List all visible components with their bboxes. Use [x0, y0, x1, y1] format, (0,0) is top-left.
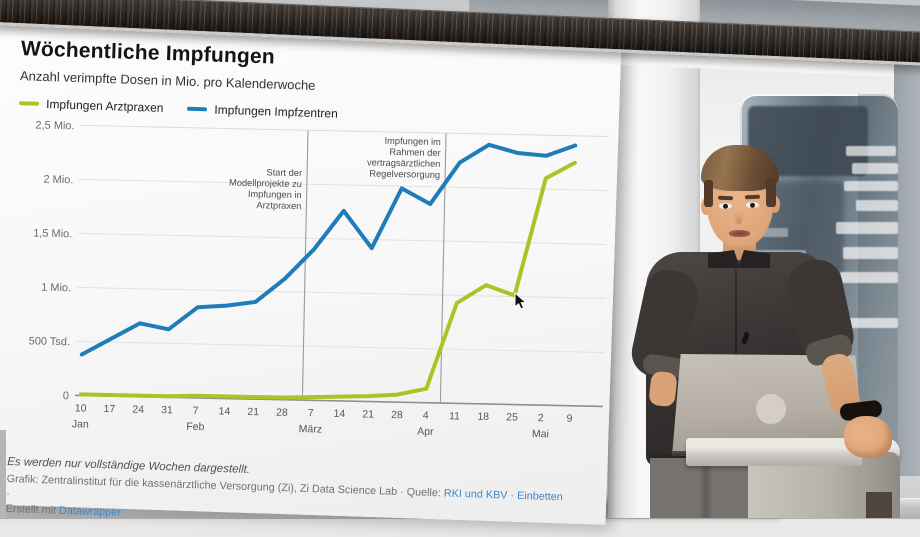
svg-text:Impfungen im: Impfungen im [384, 136, 441, 147]
svg-text:11: 11 [449, 410, 460, 422]
svg-text:0: 0 [63, 390, 69, 402]
glass-stripe [846, 146, 896, 156]
svg-text:10: 10 [75, 402, 87, 414]
datawrapper-link[interactable]: Datawrapper [58, 504, 122, 519]
svg-text:28: 28 [391, 409, 403, 421]
presenter-eye [719, 203, 732, 209]
svg-text:Mai: Mai [532, 428, 549, 440]
svg-text:14: 14 [333, 408, 345, 420]
presenter-eye [746, 202, 759, 208]
lectern-desk-column [748, 466, 864, 518]
legend-color-dash [187, 106, 208, 112]
glass-stripe [840, 272, 898, 283]
presenter-sideburn [766, 178, 776, 207]
presenter-left-forearm [648, 370, 678, 408]
credit-separator: · [5, 487, 10, 501]
svg-text:7: 7 [193, 405, 199, 417]
presenter-eyebrow [717, 195, 734, 201]
presenter-jeans [650, 458, 762, 518]
svg-text:Modellprojekte zu: Modellprojekte zu [229, 178, 302, 190]
chart-board: Wöchentliche Impfungen Anzahl verimpfte … [0, 16, 622, 525]
svg-text:Impfungen in: Impfungen in [248, 189, 302, 200]
vaccinations-line-chart: 0 500 Tsd. 1 Mio. 1,5 Mio. 2 Mio. 2,5 Mio. Sta… [29, 119, 609, 440]
presenter-nose [735, 206, 743, 224]
svg-text:9: 9 [566, 413, 572, 425]
svg-text:24: 24 [132, 404, 144, 416]
shirt-placket [735, 270, 737, 420]
svg-text:25: 25 [506, 411, 518, 423]
svg-text:500 Tsd.: 500 Tsd. [29, 335, 71, 348]
svg-text:1 Mio.: 1 Mio. [41, 282, 71, 295]
svg-text:7: 7 [308, 407, 314, 419]
svg-text:Arztpraxen: Arztpraxen [256, 200, 301, 211]
credit-separator: · [507, 489, 518, 502]
svg-text:Rahmen der: Rahmen der [389, 147, 440, 158]
studio-side-column [894, 56, 920, 476]
mouse-cursor [514, 291, 530, 310]
presenter-sideburn [704, 180, 713, 207]
lectern-desk-panel [866, 492, 892, 518]
glass-stripe [856, 200, 898, 211]
glass-stripe [843, 247, 898, 259]
svg-text:18: 18 [477, 411, 489, 423]
svg-text:Apr: Apr [417, 426, 434, 438]
board-edge [0, 430, 6, 518]
glass-stripe [848, 318, 898, 328]
laptop-logo [756, 394, 786, 424]
svg-text:vertragsärztlichen: vertragsärztlichen [367, 157, 441, 169]
svg-text:4: 4 [423, 410, 429, 422]
legend-color-dash [19, 101, 40, 106]
svg-text:14: 14 [218, 405, 230, 417]
svg-text:Jan: Jan [72, 418, 89, 430]
svg-text:2,5 Mio.: 2,5 Mio. [35, 119, 74, 132]
svg-text:2: 2 [538, 412, 544, 424]
glass-stripe [836, 222, 898, 234]
presenter-mouth [729, 230, 750, 237]
svg-text:31: 31 [161, 404, 173, 416]
glass-stripe [852, 163, 898, 174]
svg-text:28: 28 [276, 407, 288, 419]
svg-text:21: 21 [247, 406, 259, 418]
svg-text:Start der: Start der [266, 167, 302, 178]
presenter-hand [844, 416, 892, 458]
svg-text:Regelversorgung: Regelversorgung [369, 168, 440, 179]
svg-text:Feb: Feb [186, 421, 205, 433]
presenter-eyebrow [744, 194, 761, 200]
svg-text:März: März [299, 423, 323, 435]
svg-text:1,5 Mio.: 1,5 Mio. [33, 227, 72, 240]
credit-text: Erstellt mit [5, 502, 60, 517]
svg-text:21: 21 [362, 408, 374, 420]
glass-stripe [844, 181, 898, 191]
svg-text:17: 17 [103, 403, 115, 415]
embed-link[interactable]: Einbetten [516, 489, 563, 504]
svg-text:2 Mio.: 2 Mio. [43, 174, 73, 187]
source-link-rki-kbv[interactable]: RKI und KBV [443, 487, 508, 502]
